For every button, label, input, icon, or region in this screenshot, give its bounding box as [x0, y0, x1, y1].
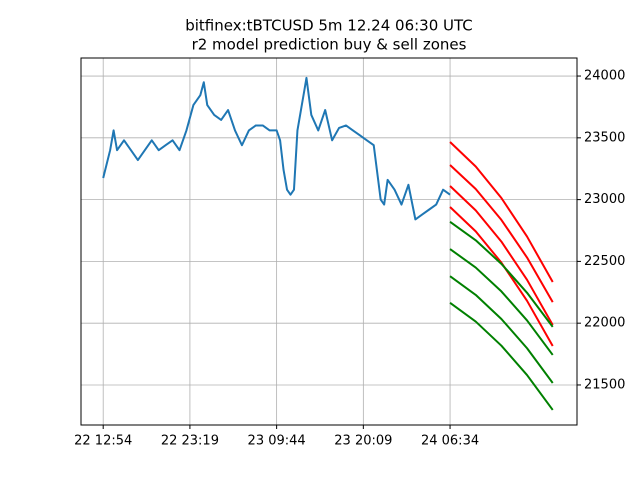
y-tick-label: 24000	[584, 69, 625, 84]
plot-frame	[80, 57, 578, 426]
y-tick-label: 22500	[584, 254, 625, 269]
x-tick-label: 22 12:54	[74, 434, 132, 449]
y-tick-label: 23500	[584, 130, 625, 145]
x-tick-label: 24 06:34	[421, 434, 479, 449]
series-line	[449, 185, 554, 326]
series-line	[449, 164, 554, 303]
series-line	[449, 248, 554, 356]
y-tick-label: 22000	[584, 316, 625, 331]
y-tick-label: 23000	[584, 192, 625, 207]
x-tick-label: 22 23:19	[161, 434, 219, 449]
series-line	[449, 221, 554, 328]
series-line	[449, 275, 554, 384]
series-line	[102, 76, 451, 221]
y-tick-label: 21500	[584, 377, 625, 392]
chart-title: bitfinex:tBTCUSD 5m 12.24 06:30 UTC	[185, 17, 473, 35]
chart-subtitle: r2 model prediction buy & sell zones	[192, 36, 467, 54]
x-tick-label: 23 09:44	[248, 434, 306, 449]
x-tick-label: 23 20:09	[334, 434, 392, 449]
series-line	[449, 141, 554, 283]
series-line	[449, 301, 554, 411]
